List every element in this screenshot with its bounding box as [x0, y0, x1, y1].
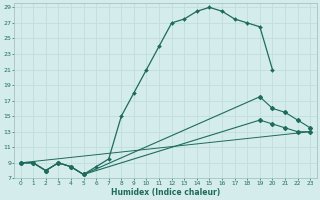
X-axis label: Humidex (Indice chaleur): Humidex (Indice chaleur)	[111, 188, 220, 197]
